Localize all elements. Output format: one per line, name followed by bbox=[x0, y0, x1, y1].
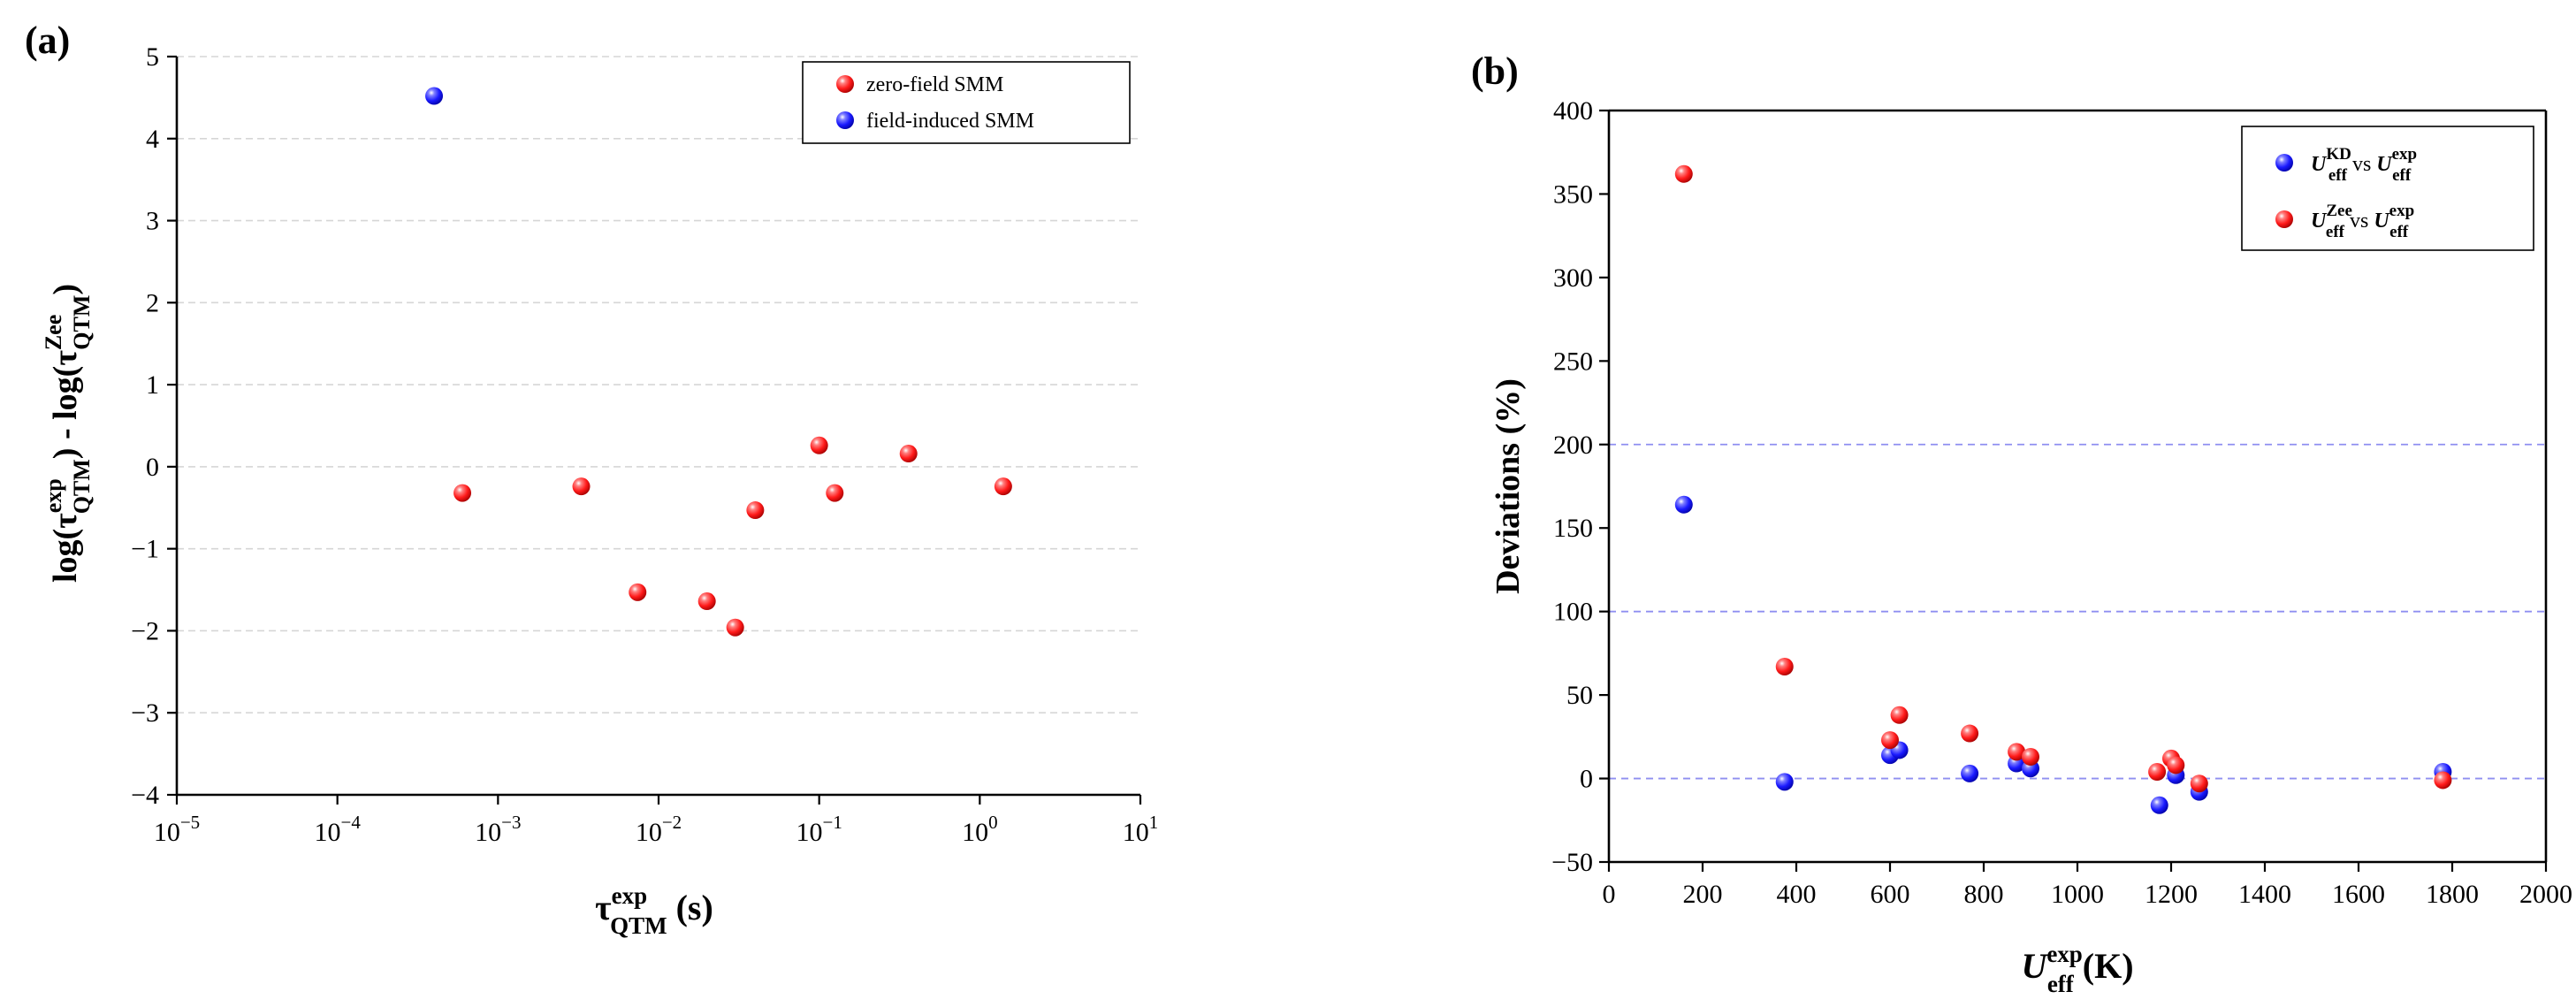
panel-a: (a) 10−5 10−4 10−3 10−2 10−1 100 101 −4 −3 −2 −1 0 1… bbox=[25, 19, 1158, 939]
panel-b-x-tick-label: 2000 bbox=[2519, 880, 2572, 909]
panel-b-point-zee bbox=[2167, 756, 2185, 774]
panel-a-y-tick-label: 0 bbox=[146, 453, 159, 482]
panel-a-y-tick-label: 3 bbox=[146, 207, 159, 236]
panel-b-y-axis-title: Deviations (%) bbox=[1490, 378, 1527, 594]
panel-a-y-tick-label: −4 bbox=[131, 781, 159, 810]
panel-b-point-zee bbox=[2190, 774, 2208, 793]
panel-b-point-zee bbox=[1881, 731, 1899, 750]
panel-b-y-tick-label: 250 bbox=[1553, 347, 1593, 376]
panel-b-y-tick-label: −50 bbox=[1551, 848, 1593, 877]
legend-marker-zero-field bbox=[836, 75, 854, 93]
panel-b-point-kd bbox=[2150, 796, 2168, 814]
panel-b-x-tick-label: 1400 bbox=[2238, 880, 2291, 909]
panel-b-y-tick-label: 200 bbox=[1553, 431, 1593, 460]
panel-b-y-tick-label: 350 bbox=[1553, 179, 1593, 209]
panel-a-point-zero-field bbox=[994, 477, 1012, 496]
panel-b-point-zee bbox=[2008, 743, 2026, 761]
panel-b-x-tick-label: 200 bbox=[1683, 880, 1723, 909]
panel-b-point-zee bbox=[1775, 658, 1794, 675]
panel-a-x-tick-label: 101 bbox=[1123, 812, 1159, 847]
panel-a-y-tick-label: 1 bbox=[146, 370, 159, 400]
panel-a-point-zero-field bbox=[629, 583, 647, 601]
panel-a-y-tick-label: −2 bbox=[131, 616, 159, 645]
panel-b-y-tick-label: 100 bbox=[1553, 598, 1593, 627]
panel-b-point-zee bbox=[2022, 748, 2039, 766]
panel-a-y-tick-label: 4 bbox=[146, 125, 159, 154]
panel-a-x-tick-label: 100 bbox=[962, 812, 998, 847]
panel-a-point-field-induced bbox=[425, 87, 444, 105]
panel-b-x-tick-label: 400 bbox=[1777, 880, 1817, 909]
panel-a-x-tick-label: 10−1 bbox=[796, 812, 842, 847]
legend-label-field-induced: field-induced SMM bbox=[866, 110, 1034, 133]
panel-b-x-tick-label: 1600 bbox=[2332, 880, 2385, 909]
panel-b-y-tick-label: 0 bbox=[1580, 765, 1593, 794]
panel-a-y-tick-label: −3 bbox=[131, 698, 159, 728]
legend-marker-zee bbox=[2275, 210, 2293, 228]
panel-a-x-axis-title: τexp QTM (s) bbox=[595, 882, 713, 939]
panel-a-x-tick-label: 10−4 bbox=[314, 812, 361, 847]
panel-b-x-axis-title: Uexp eff (K) bbox=[2021, 941, 2133, 997]
panel-b-x-tick-label: 0 bbox=[1603, 880, 1616, 909]
panel-b-point-kd bbox=[1775, 773, 1794, 791]
panel-b-point-zee bbox=[1674, 164, 1693, 183]
panel-a-y-tick-label: 2 bbox=[146, 288, 159, 317]
panel-a-point-zero-field bbox=[697, 592, 716, 611]
legend-label-zero-field: zero-field SMM bbox=[866, 73, 1003, 96]
panel-b-y-tick-label: 300 bbox=[1553, 263, 1593, 293]
panel-a-y-axis-title: log(τexp QTM) - log(τZee QTM) bbox=[41, 284, 95, 583]
panel-b-label: (b) bbox=[1471, 50, 1519, 93]
panel-a-legend: zero-field SMM field-induced SMM bbox=[802, 61, 1131, 144]
panel-b: (b) 0 200 400 600 800 1000 1200 1400 1600 1800 200… bbox=[1471, 50, 2572, 997]
panel-b-point-kd bbox=[1674, 495, 1693, 514]
panel-a-y-tick-label: −1 bbox=[131, 535, 159, 564]
panel-b-legend: UKD eff vs Uexp eff UZee eff vs Uexp eff bbox=[2241, 126, 2534, 251]
panel-b-y-tick-label: 150 bbox=[1553, 514, 1593, 543]
panel-a-point-zero-field bbox=[746, 501, 765, 520]
panel-a-point-zero-field bbox=[453, 484, 472, 502]
legend-label-zee: UZee eff vs Uexp eff bbox=[2311, 202, 2414, 241]
panel-a-label: (a) bbox=[25, 19, 70, 62]
panel-a-point-zero-field bbox=[726, 618, 744, 637]
panel-b-point-zee bbox=[1890, 706, 1909, 724]
panel-a-point-zero-field bbox=[899, 445, 918, 463]
panel-a-x-tick-label: 10−5 bbox=[154, 812, 200, 847]
panel-a-point-zero-field bbox=[826, 484, 844, 502]
panel-b-y-tick-label: 50 bbox=[1566, 681, 1593, 710]
panel-b-point-zee bbox=[1961, 724, 1979, 743]
panel-a-y-tick-label: 5 bbox=[146, 42, 159, 72]
panel-b-x-tick-label: 1000 bbox=[2051, 880, 2104, 909]
panel-a-x-tick-label: 10−3 bbox=[475, 812, 521, 847]
legend-marker-field-induced bbox=[836, 111, 854, 129]
panel-b-x-tick-label: 1800 bbox=[2426, 880, 2479, 909]
panel-b-x-tick-label: 800 bbox=[1964, 880, 2004, 909]
panel-a-point-zero-field bbox=[572, 477, 591, 496]
panel-b-x-tick-label: 1200 bbox=[2145, 880, 2198, 909]
panel-b-point-kd bbox=[1961, 764, 1979, 782]
panel-a-point-zero-field bbox=[810, 436, 828, 454]
panel-b-y-tick-label: 400 bbox=[1553, 96, 1593, 126]
panel-a-x-tick-label: 10−2 bbox=[636, 812, 682, 847]
panel-b-x-tick-label: 600 bbox=[1871, 880, 1910, 909]
legend-marker-kd bbox=[2275, 154, 2293, 172]
panel-b-point-zee bbox=[2434, 771, 2452, 790]
panel-b-point-zee bbox=[2148, 763, 2167, 781]
legend-label-kd: UKD eff vs Uexp eff bbox=[2311, 145, 2417, 185]
